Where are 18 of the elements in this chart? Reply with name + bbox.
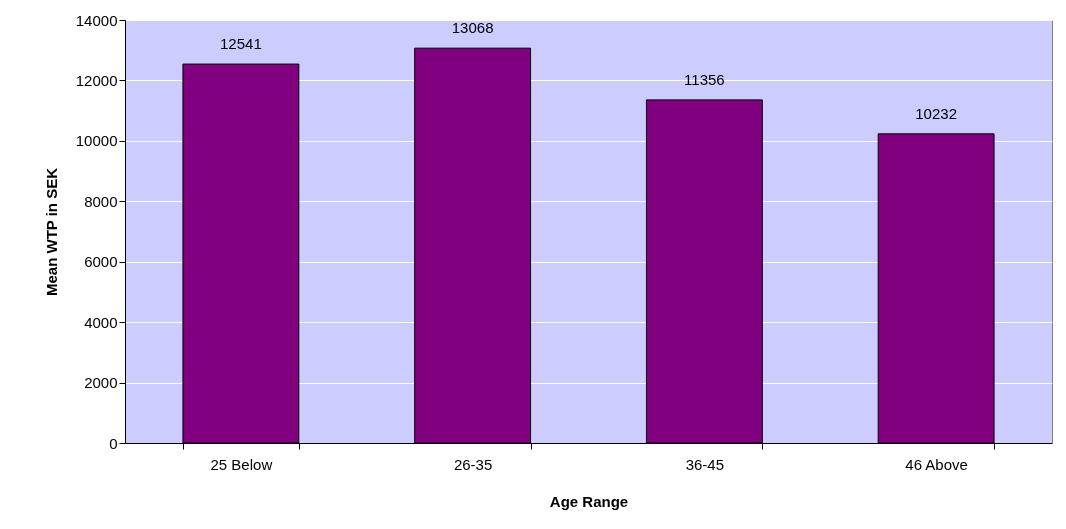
y-tick-label: 10000 bbox=[75, 132, 118, 150]
y-tick-label: 0 bbox=[109, 434, 118, 452]
y-tick-label: 2000 bbox=[84, 374, 118, 392]
x-tick-label: 46 Above bbox=[905, 455, 968, 473]
y-axis-title: Mean WTP in SEK bbox=[42, 167, 60, 297]
x-tick-label: 36-45 bbox=[685, 455, 725, 473]
y-tick-label: 6000 bbox=[84, 253, 118, 271]
data-label: 13068 bbox=[451, 19, 494, 37]
x-axis-title: Age Range bbox=[549, 492, 629, 510]
x-tick-label: 25 Below bbox=[210, 455, 273, 473]
data-label: 12541 bbox=[220, 35, 262, 53]
y-tick-label: 14000 bbox=[75, 11, 118, 29]
y-tick-label: 4000 bbox=[84, 313, 118, 331]
y-tick-label: 12000 bbox=[75, 71, 118, 89]
x-tick-label: 26-35 bbox=[453, 455, 493, 473]
data-label: 11356 bbox=[684, 70, 725, 88]
data-label: 10232 bbox=[915, 104, 957, 122]
y-tick-label: 8000 bbox=[84, 192, 118, 210]
